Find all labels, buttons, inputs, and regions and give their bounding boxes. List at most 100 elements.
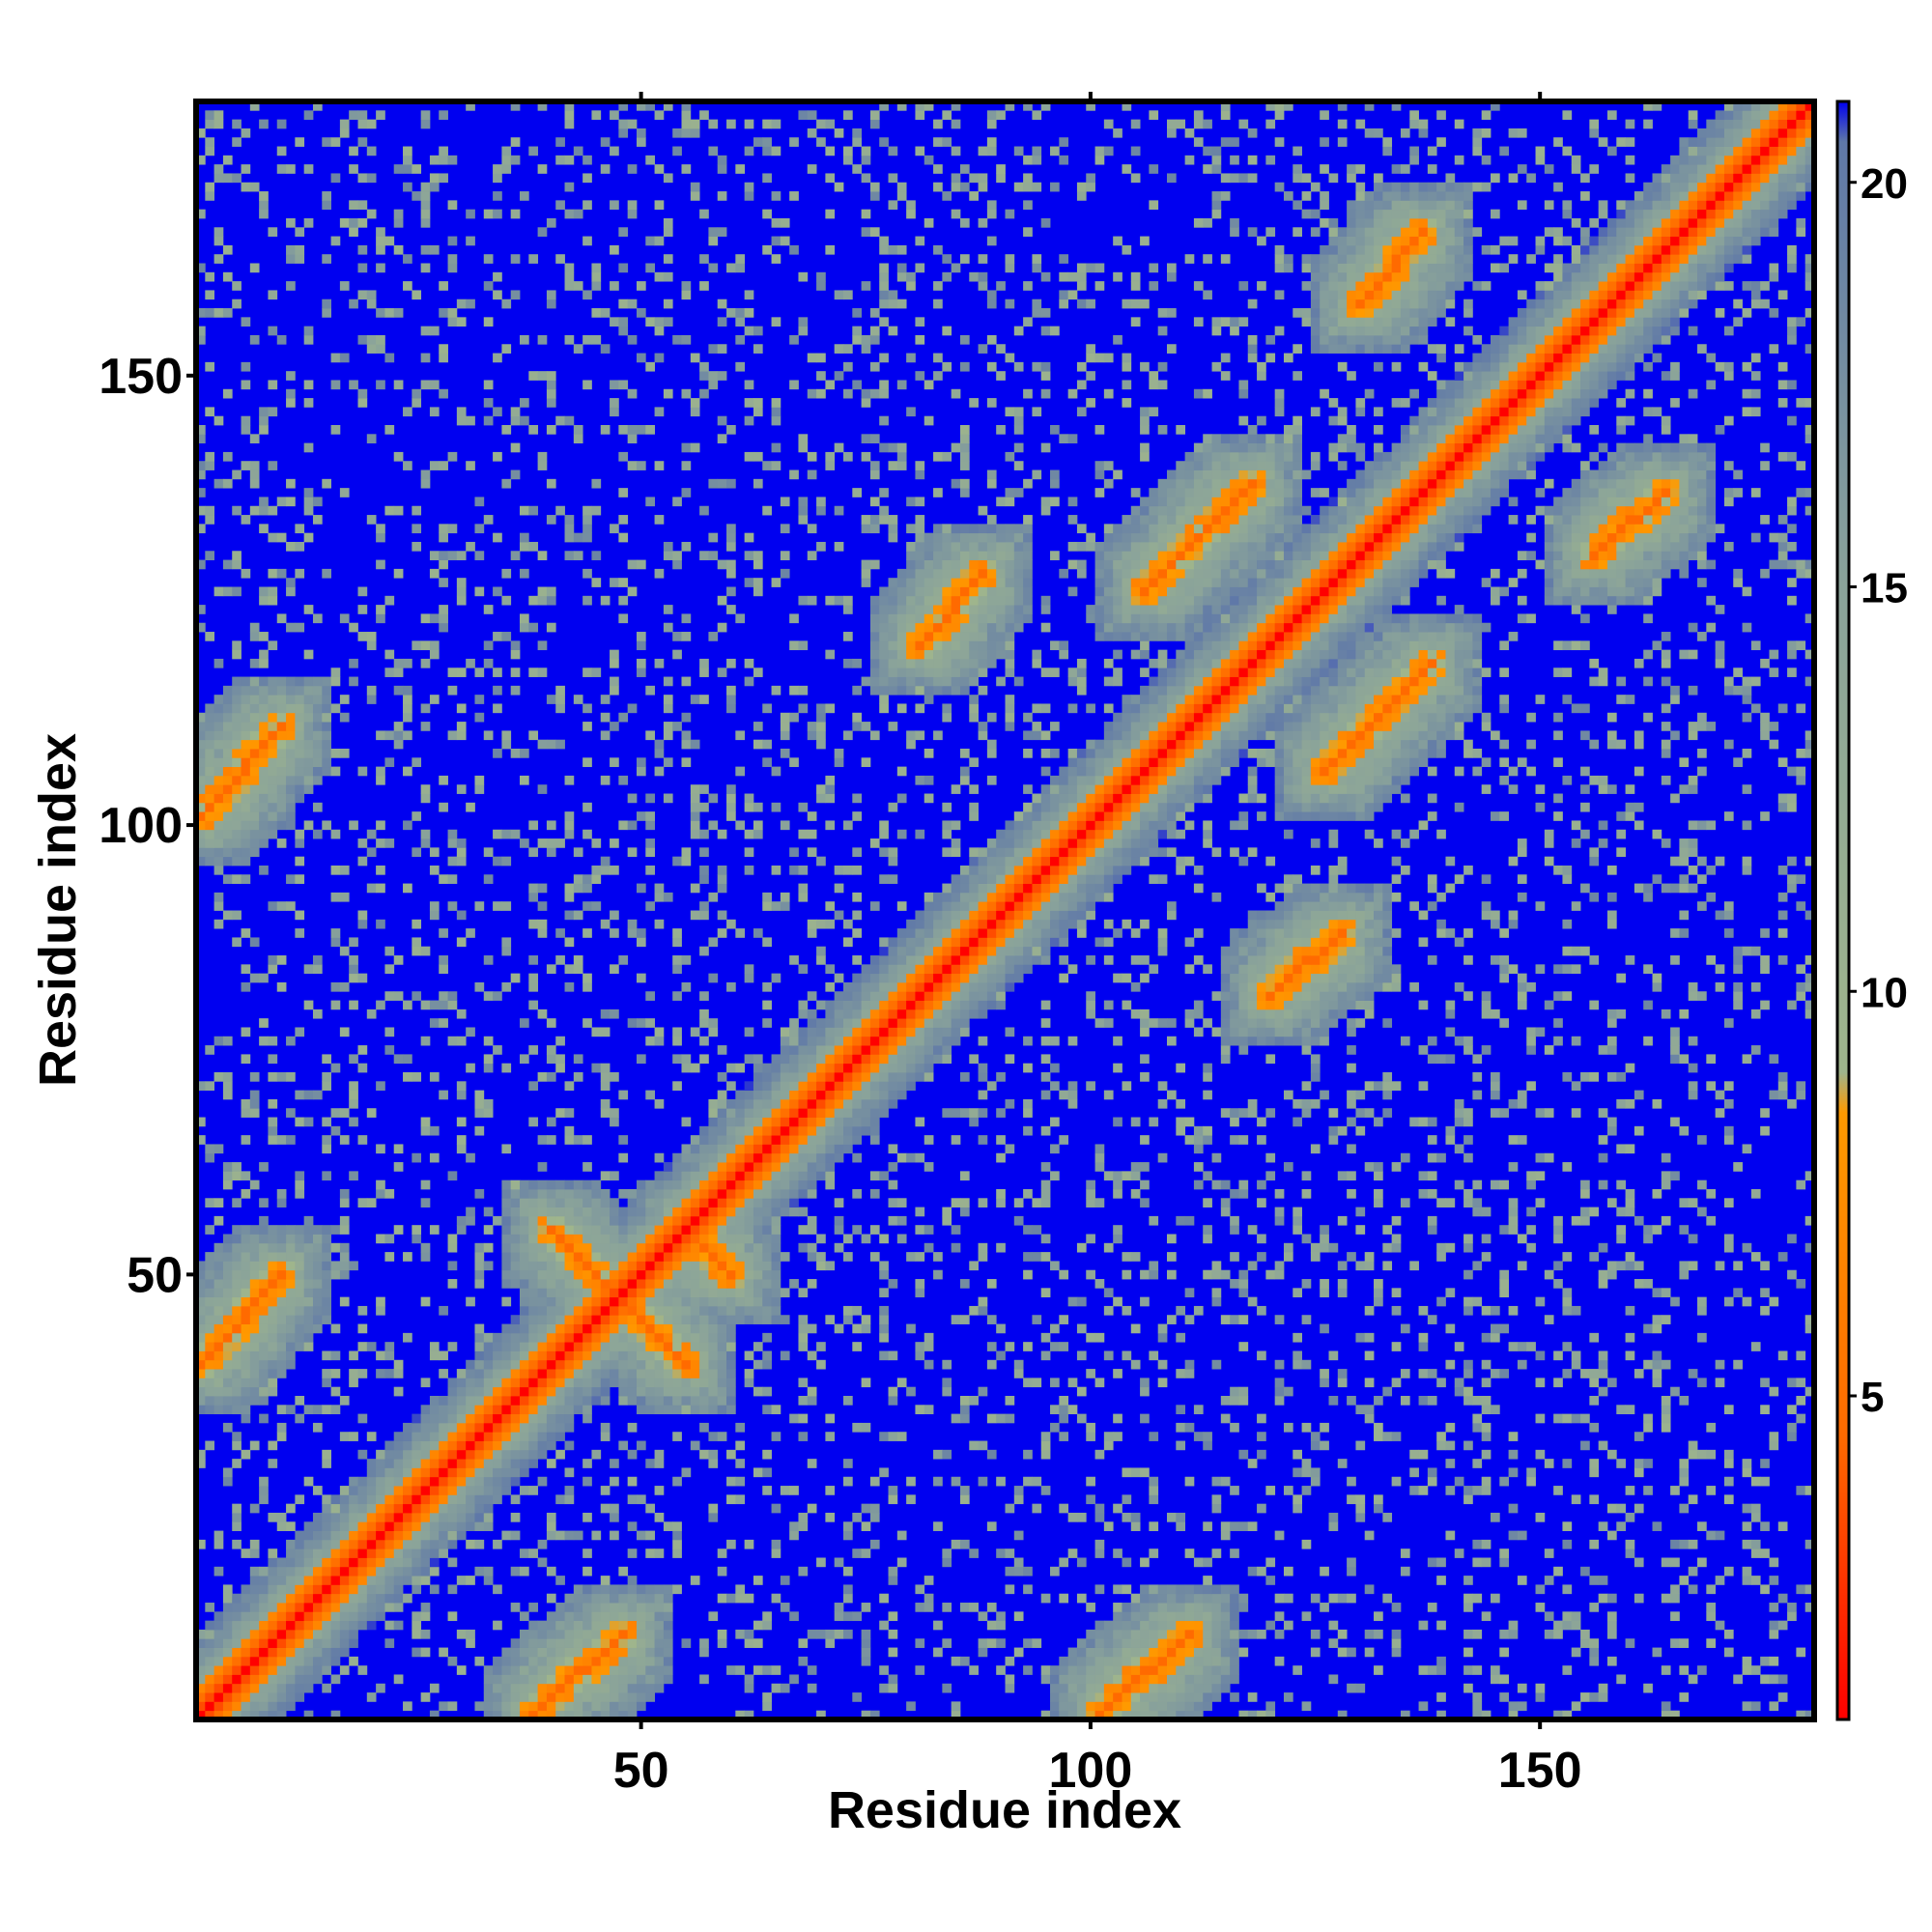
heatmap-cell [429, 1072, 440, 1082]
heatmap-cell [636, 1638, 646, 1648]
heatmap-cell [1023, 1566, 1033, 1577]
heatmap-cell [1723, 1296, 1734, 1307]
heatmap-cell [376, 1369, 385, 1378]
heatmap-cell [456, 1036, 467, 1046]
heatmap-cell [1149, 1593, 1159, 1604]
heatmap-cell [1247, 973, 1258, 983]
heatmap-cell [1670, 1593, 1680, 1604]
heatmap-cell [627, 1369, 638, 1378]
heatmap-cell [493, 1656, 502, 1666]
heatmap-cell [573, 1225, 583, 1235]
heatmap-cell [1005, 973, 1015, 983]
heatmap-cell [852, 1045, 863, 1055]
heatmap-cell [564, 1135, 575, 1145]
heatmap-cell [1598, 1179, 1608, 1190]
heatmap-cell [762, 1090, 772, 1100]
heatmap-cell [259, 1486, 269, 1495]
heatmap-cell [610, 1593, 619, 1604]
heatmap-cell [1679, 1503, 1690, 1514]
heatmap-cell [1238, 1315, 1249, 1324]
heatmap-cell [618, 1683, 629, 1693]
heatmap-cell [357, 1665, 368, 1675]
heatmap-cell [1230, 1674, 1239, 1685]
heatmap-cell [861, 1125, 871, 1136]
heatmap-cell [268, 1656, 278, 1666]
heatmap-cell [690, 1315, 700, 1324]
heatmap-cell [1059, 1656, 1069, 1666]
heatmap-cell [564, 1207, 575, 1217]
heatmap-cell [807, 1036, 817, 1046]
heatmap-cell [1347, 1045, 1356, 1055]
heatmap-cell [843, 1611, 853, 1622]
heatmap-cell [528, 1342, 539, 1351]
heatmap-cell [1508, 1449, 1519, 1460]
heatmap-cell [717, 1108, 727, 1118]
heatmap-cell [879, 1332, 889, 1343]
heatmap-cell [1661, 1215, 1671, 1226]
heatmap-cell [1149, 1674, 1159, 1685]
heatmap-cell [1427, 1225, 1437, 1235]
heatmap-cell [232, 1521, 242, 1531]
heatmap-cell [753, 1198, 763, 1208]
heatmap-cell [825, 1081, 836, 1092]
heatmap-cell [600, 1081, 611, 1092]
heatmap-cell [888, 1179, 898, 1190]
heatmap-cell [573, 1405, 583, 1415]
heatmap-cell [1274, 1018, 1285, 1028]
heatmap-cell [1230, 1027, 1239, 1037]
heatmap-cell [1149, 1584, 1159, 1595]
heatmap-cell [1176, 1098, 1186, 1109]
heatmap-cell [1804, 1215, 1815, 1226]
heatmap-cell [591, 1665, 602, 1675]
heatmap-cell [483, 1108, 494, 1118]
heatmap-cell [1293, 1009, 1302, 1019]
heatmap-cell [1238, 1269, 1249, 1280]
heatmap-cell [403, 1422, 412, 1433]
heatmap-cell [1472, 1665, 1483, 1675]
heatmap-cell [366, 1620, 377, 1631]
heatmap-cell [330, 1548, 341, 1558]
heatmap-cell [834, 1117, 844, 1127]
heatmap-cell [636, 1396, 646, 1406]
heatmap-cell [376, 1000, 385, 1010]
heatmap-cell [627, 1692, 638, 1702]
heatmap-cell [213, 1396, 224, 1406]
heatmap-cell [322, 1296, 331, 1307]
heatmap-cell [1364, 1530, 1375, 1541]
heatmap-cell [996, 1350, 1006, 1361]
heatmap-cell [708, 1396, 719, 1406]
heatmap-cell [429, 1503, 440, 1514]
heatmap-cell [699, 1378, 709, 1388]
heatmap-cell [699, 1018, 709, 1028]
heatmap-cell [1760, 1674, 1770, 1685]
heatmap-cell [1347, 981, 1356, 992]
heatmap-cell [861, 1036, 871, 1046]
heatmap-cell [483, 1432, 494, 1441]
heatmap-cell [610, 1369, 619, 1378]
heatmap-cell [447, 1422, 458, 1433]
heatmap-cell [357, 1512, 368, 1522]
heatmap-cell [969, 1117, 979, 1127]
heatmap-cell [501, 1188, 512, 1199]
heatmap-cell [439, 1701, 448, 1712]
heatmap-cell [1094, 1620, 1105, 1631]
heatmap-cell [645, 1090, 655, 1100]
heatmap-cell [1301, 1234, 1312, 1244]
heatmap-cell [366, 1503, 377, 1514]
heatmap-cell [618, 1207, 629, 1217]
heatmap-cell [474, 1108, 485, 1118]
heatmap-cell [591, 1449, 602, 1460]
heatmap-cell [1059, 1342, 1069, 1351]
heatmap-cell [303, 1288, 314, 1298]
heatmap-cell [1176, 1305, 1186, 1316]
heatmap-cell [312, 1611, 323, 1622]
heatmap-cell [708, 1459, 719, 1468]
heatmap-cell [276, 1710, 287, 1720]
heatmap-cell [591, 1332, 602, 1343]
heatmap-cell [1508, 1701, 1519, 1712]
heatmap-cell [1059, 1503, 1069, 1514]
heatmap-cell [564, 1396, 575, 1406]
heatmap-cell [259, 1369, 269, 1378]
heatmap-cell [295, 1548, 305, 1558]
heatmap-cell [996, 973, 1006, 983]
